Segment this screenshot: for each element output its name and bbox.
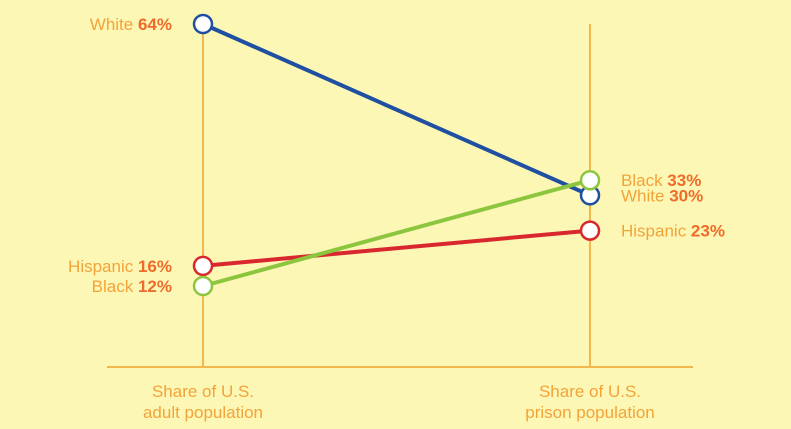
data-label-white-adult: White 64% xyxy=(90,15,172,34)
point-white-adult xyxy=(192,13,214,35)
data-label-value: 23% xyxy=(691,222,725,241)
point-hispanic-prison xyxy=(579,220,601,241)
category-label-2: Share of U.S. prison population xyxy=(525,382,654,422)
data-label-value: 33% xyxy=(667,171,701,190)
category-label-line: prison population xyxy=(525,403,654,422)
data-label-series-name: Black xyxy=(92,277,138,296)
data-label-value: 16% xyxy=(138,257,172,276)
data-label-black-prison: Black 33% xyxy=(621,171,701,190)
data-label-hispanic-adult: Hispanic 16% xyxy=(68,257,172,276)
data-label-series-name: White xyxy=(621,186,669,205)
data-label-value: 30% xyxy=(669,186,703,205)
data-label-value: 12% xyxy=(138,277,172,296)
data-label-series-name: White xyxy=(90,15,138,34)
point-hispanic-adult xyxy=(192,255,214,277)
category-label-line: Share of U.S. xyxy=(539,382,641,401)
data-label-value: 64% xyxy=(138,15,172,34)
point-black-adult xyxy=(192,275,214,297)
category-label-1: Share of U.S. adult population xyxy=(143,382,263,422)
data-label-black-adult: Black 12% xyxy=(92,277,172,296)
data-label-series-name: Hispanic xyxy=(68,257,138,276)
data-label-series-name: Black xyxy=(621,171,667,190)
series-line-hispanic xyxy=(201,228,592,268)
category-label-line: adult population xyxy=(143,403,263,422)
category-label-line: Share of U.S. xyxy=(152,382,254,401)
series-line-black xyxy=(201,178,592,288)
series-line-white xyxy=(201,22,592,198)
data-label-hispanic-prison: Hispanic 23% xyxy=(621,222,725,241)
point-black-prison xyxy=(579,169,601,191)
data-label-white-prison: White 30% xyxy=(621,186,703,205)
data-label-series-name: Hispanic xyxy=(621,222,691,241)
